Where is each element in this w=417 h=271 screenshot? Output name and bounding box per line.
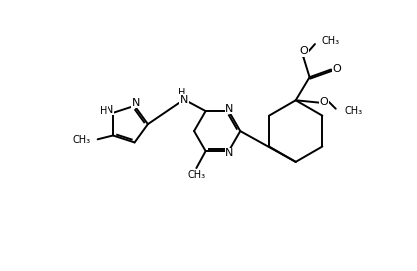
Text: CH₃: CH₃	[345, 106, 363, 116]
Text: O: O	[332, 64, 341, 74]
Text: N: N	[225, 149, 234, 158]
Text: CH₃: CH₃	[73, 135, 91, 145]
Text: O: O	[300, 46, 309, 56]
Text: O: O	[320, 97, 329, 107]
Text: N: N	[180, 95, 188, 105]
Text: N: N	[225, 104, 234, 114]
Text: CH₃: CH₃	[322, 36, 340, 46]
Text: N: N	[105, 105, 113, 115]
Text: H: H	[100, 105, 108, 115]
Text: H: H	[178, 88, 186, 98]
Text: N: N	[132, 98, 140, 108]
Text: CH₃: CH₃	[187, 170, 206, 180]
